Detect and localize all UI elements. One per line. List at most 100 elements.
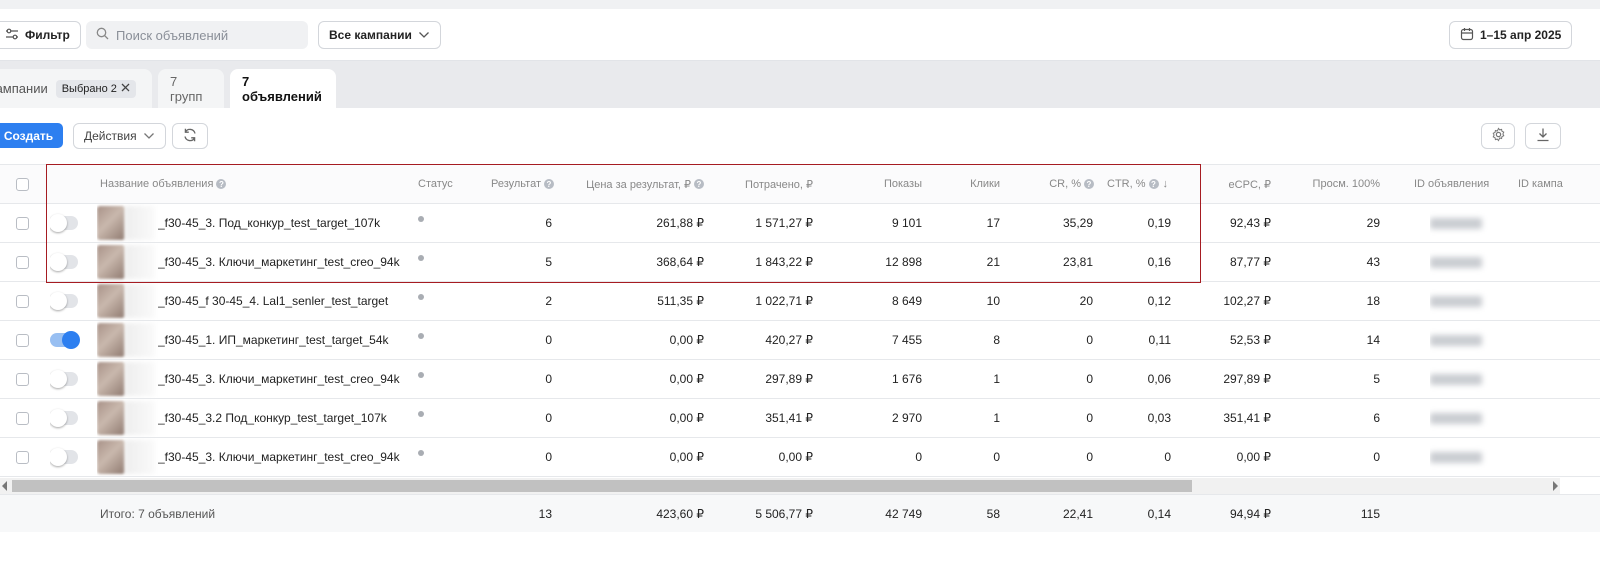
close-icon[interactable] <box>121 83 130 95</box>
help-icon[interactable]: ? <box>544 179 554 189</box>
ad-name-link[interactable]: _f30-45_3. Ключи_маркетинг_test_creo_94k <box>158 255 400 269</box>
cell-ctr: 0,19 <box>1147 216 1171 230</box>
cell-ecpc: 297,89 ₽ <box>1223 372 1271 386</box>
date-range-picker[interactable]: 1–15 апр 2025 <box>1449 21 1573 49</box>
download-button[interactable] <box>1525 123 1561 149</box>
toggle-knob <box>50 409 67 427</box>
ad-name-link[interactable]: _f30-45_3. Ключи_маркетинг_test_creo_94k <box>158 450 400 464</box>
ad-name-link[interactable]: _f30-45_3.2 Под_конкур_test_target_107k <box>158 411 387 425</box>
help-icon[interactable]: ? <box>1148 179 1159 189</box>
header-result-label: Результат <box>490 178 541 190</box>
ad-thumbnail[interactable] <box>97 440 125 474</box>
header-shows[interactable]: Показы <box>830 165 922 203</box>
refresh-icon <box>182 127 198 146</box>
window-top-strip <box>0 0 1600 9</box>
filter-button[interactable]: Фильтр <box>0 21 81 49</box>
ad-name-link[interactable]: _f30-45_f 30-45_4. Lal1_senler_test_targ… <box>158 294 389 308</box>
status-dot-icon <box>418 450 424 456</box>
header-name[interactable]: Название объявления? <box>100 165 300 203</box>
select-all-checkbox[interactable] <box>16 177 29 191</box>
refresh-button[interactable] <box>172 123 208 149</box>
table-row[interactable]: _f30-45_3. Ключи_маркетинг_test_creo_94k… <box>0 243 1600 282</box>
help-icon[interactable]: ? <box>1084 179 1094 189</box>
actions-dropdown[interactable]: Действия <box>73 123 166 149</box>
totals-label: Итого: 7 объявлений <box>100 506 216 521</box>
header-clicks[interactable]: Клики <box>940 165 1000 203</box>
ad-id-cell <box>1430 360 1490 398</box>
ad-thumbnail[interactable] <box>97 362 125 396</box>
ad-toggle[interactable] <box>50 409 78 427</box>
cell-clicks: 10 <box>986 294 1000 308</box>
cell-views: 14 <box>1366 333 1380 347</box>
actions-bar: Создать Действия <box>0 108 1600 164</box>
header-cr[interactable]: CR, %? <box>1020 165 1094 203</box>
ad-name-link[interactable]: _f30-45_1. ИП_маркетинг_test_target_54k <box>158 333 389 347</box>
table-row[interactable]: _f30-45_3. Ключи_маркетинг_test_creo_94k… <box>0 360 1600 399</box>
table-header: Название объявления? Статус Результат? Ц… <box>0 164 1600 204</box>
table-row[interactable]: _f30-45_f 30-45_4. Lal1_senler_test_targ… <box>0 282 1600 321</box>
create-button[interactable]: Создать <box>0 123 63 148</box>
ad-toggle[interactable] <box>50 292 78 310</box>
search-box[interactable] <box>86 21 308 49</box>
header-ctr[interactable]: CTR, %? ↓ <box>1100 165 1168 203</box>
ad-thumbnail-cell <box>97 438 159 476</box>
scrollbar-thumb[interactable] <box>12 480 1192 492</box>
row-checkbox[interactable] <box>16 333 29 347</box>
ad-thumbnail[interactable] <box>97 284 125 318</box>
ad-toggle[interactable] <box>50 253 78 271</box>
ad-thumbnail-blur <box>125 440 155 474</box>
table-row[interactable]: _f30-45_3. Под_конкур_test_target_107k 6 2… <box>0 204 1600 243</box>
row-checkbox[interactable] <box>16 294 29 308</box>
scroll-left-icon[interactable] <box>2 481 7 491</box>
row-checkbox-cell <box>16 282 32 320</box>
status-cell <box>418 282 438 320</box>
row-checkbox[interactable] <box>16 216 29 230</box>
header-name-label: Название объявления <box>100 178 214 190</box>
ad-thumbnail[interactable] <box>97 206 125 240</box>
row-checkbox[interactable] <box>16 372 29 386</box>
ad-name-link[interactable]: _f30-45_3. Под_конкур_test_target_107k <box>158 216 381 230</box>
table-row[interactable]: _f30-45_3.2 Под_конкур_test_target_107k 0… <box>0 399 1600 438</box>
ad-thumbnail[interactable] <box>97 323 125 357</box>
tab-campaigns[interactable]: Кампании Выбрано 2 <box>0 69 152 108</box>
row-checkbox[interactable] <box>16 450 29 464</box>
header-cr-label: CR, % <box>1049 178 1081 190</box>
ad-thumbnail-cell <box>97 282 159 320</box>
cell-shows: 9 101 <box>891 216 922 230</box>
ad-name-link[interactable]: _f30-45_3. Ключи_маркетинг_test_creo_94k <box>158 372 400 386</box>
horizontal-scrollbar[interactable] <box>0 478 1560 494</box>
table-settings-button[interactable] <box>1481 123 1515 149</box>
cell-cr: 0 <box>1086 411 1093 425</box>
header-campaign-id[interactable]: ID кампа <box>1518 165 1565 203</box>
ad-toggle[interactable] <box>50 448 78 466</box>
header-status[interactable]: Статус <box>418 165 478 203</box>
tab-groups[interactable]: 7 групп <box>158 69 224 108</box>
cell-result: 0 <box>545 411 552 425</box>
ad-toggle[interactable] <box>50 214 78 232</box>
ad-toggle[interactable] <box>50 331 80 349</box>
table-row[interactable]: _f30-45_3. Ключи_маркетинг_test_creo_94k… <box>0 438 1600 477</box>
campaigns-select-label: Все кампании <box>329 28 412 42</box>
row-checkbox-cell <box>16 204 32 242</box>
header-spent[interactable]: Потрачено, ₽ <box>712 165 813 203</box>
cell-cr: 20 <box>1079 294 1093 308</box>
header-ecpc[interactable]: eCPC, ₽ <box>1190 165 1271 203</box>
campaigns-select[interactable]: Все кампании <box>318 21 441 49</box>
header-views[interactable]: Просм. 100% <box>1290 165 1380 203</box>
status-cell <box>418 321 438 359</box>
scroll-right-icon[interactable] <box>1553 481 1558 491</box>
header-ad-id[interactable]: ID объявления <box>1414 165 1504 203</box>
help-icon[interactable]: ? <box>216 179 227 189</box>
row-checkbox[interactable] <box>16 411 29 425</box>
header-result[interactable]: Результат? <box>472 165 554 203</box>
table-row[interactable]: _f30-45_1. ИП_маркетинг_test_target_54k 0… <box>0 321 1600 360</box>
sort-down-icon[interactable]: ↓ <box>1162 178 1169 190</box>
tab-ads[interactable]: 7 объявлений <box>230 69 336 108</box>
help-icon[interactable]: ? <box>694 179 704 189</box>
header-price[interactable]: Цена за результат, ₽? <box>570 165 704 203</box>
search-input[interactable] <box>116 27 296 43</box>
ad-toggle[interactable] <box>50 370 78 388</box>
ad-thumbnail[interactable] <box>97 401 125 435</box>
ad-thumbnail[interactable] <box>97 245 125 279</box>
row-checkbox[interactable] <box>16 255 29 269</box>
